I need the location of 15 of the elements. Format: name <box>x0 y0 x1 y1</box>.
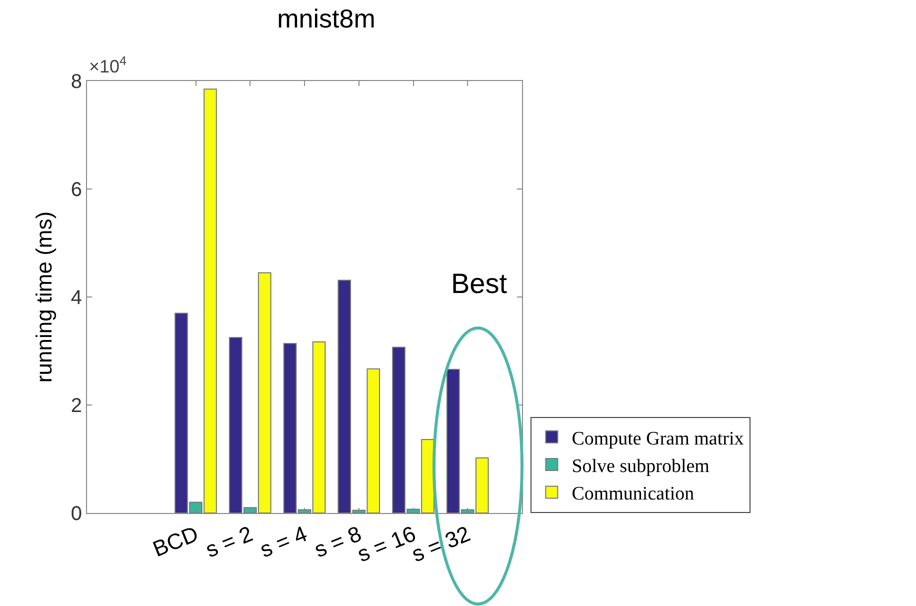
chart-title: mnist8m <box>277 3 376 34</box>
x-tick-label: s = 4 <box>256 521 310 562</box>
y-tick-label: 2 <box>70 395 82 417</box>
y-tick-label: 0 <box>70 503 82 525</box>
legend-label: Solve subproblem <box>572 456 710 477</box>
x-tick-label: BCD <box>149 521 202 562</box>
legend-label: Communication <box>572 484 695 505</box>
y-tick-label: 4 <box>70 287 82 309</box>
text: ×10$^{4}$ <box>89 54 127 77</box>
legend-label: Compute Gram matrix <box>572 428 744 450</box>
annotation: Best <box>451 268 508 299</box>
x-tick-label: s = 2 <box>202 521 256 562</box>
y-axis-title: running time (ms) <box>32 211 57 383</box>
y-tick-label: 8 <box>70 71 82 93</box>
y-tick-label: 6 <box>70 179 82 201</box>
